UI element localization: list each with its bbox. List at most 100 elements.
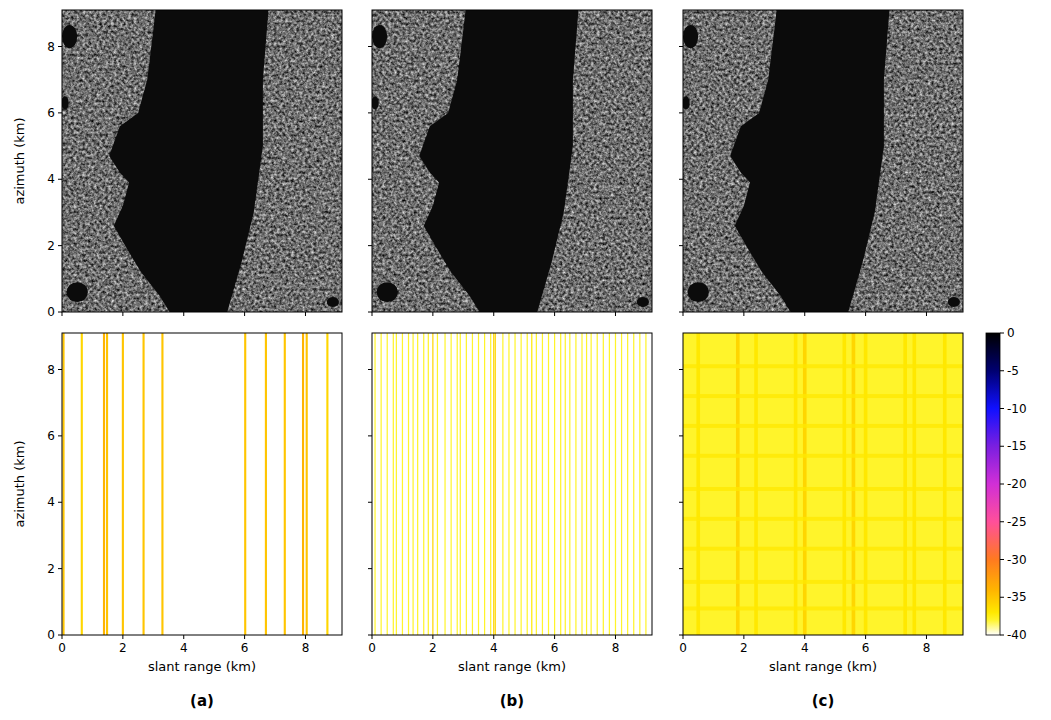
colorbar-tick <box>1000 597 1004 598</box>
heatmap-column <box>103 333 105 635</box>
x-tick <box>305 635 306 639</box>
heatmap-column <box>302 333 304 635</box>
heatmap-column <box>621 333 622 635</box>
heatmap-column <box>472 333 473 635</box>
x-tick-label: 4 <box>490 641 498 655</box>
colorbar-tick <box>1000 484 1004 485</box>
heatmap-column <box>514 333 515 635</box>
x-axis-title: slant range (km) <box>458 659 566 674</box>
lake <box>372 96 379 109</box>
heatmap-column <box>460 333 461 635</box>
colorbar-tick-label: -5 <box>1007 364 1019 378</box>
frame <box>372 10 652 312</box>
colorbar: 0-5-10-15-20-25-30-35-40 <box>986 326 1027 642</box>
x-tick <box>683 312 684 316</box>
heatmap-column <box>803 333 807 635</box>
heatmap-column <box>284 333 286 635</box>
plot-area <box>62 10 342 312</box>
heatmap-column <box>531 333 532 635</box>
heatmap-column <box>565 333 566 635</box>
x-tick <box>183 312 184 316</box>
heatmap-column <box>912 333 916 635</box>
x-tick <box>493 312 494 316</box>
colorbar-tick <box>1000 521 1004 522</box>
heatmap-column <box>548 333 549 635</box>
x-tick <box>865 312 866 316</box>
x-tick <box>615 312 616 316</box>
x-tick <box>122 312 123 316</box>
heatmap-column <box>381 333 382 635</box>
y-tick <box>368 112 372 113</box>
heatmap-column <box>754 333 758 635</box>
colorbar-tick-label: -30 <box>1007 553 1027 567</box>
plot-area <box>372 10 652 312</box>
x-tick-label: 0 <box>368 641 376 655</box>
heatmap-column <box>569 333 570 635</box>
y-tick-label: 8 <box>47 40 55 54</box>
lake <box>67 282 88 302</box>
heatmap-row <box>683 606 963 610</box>
x-tick-label: 6 <box>241 641 249 655</box>
y-tick <box>58 369 62 370</box>
heatmap-column <box>62 333 64 635</box>
x-tick-label: 2 <box>119 641 127 655</box>
y-tick <box>368 312 372 313</box>
heatmap-column <box>417 333 418 635</box>
heatmap-column <box>943 333 947 635</box>
heatmap-row <box>683 454 963 458</box>
x-tick-label: 8 <box>923 641 931 655</box>
x-axis-title: slant range (km) <box>148 659 256 674</box>
plot-area <box>372 333 652 635</box>
heatmap-column <box>560 333 561 635</box>
heatmap-column <box>852 333 856 635</box>
heatmap-column <box>143 333 145 635</box>
x-tick <box>122 635 123 639</box>
y-tick-label: 4 <box>47 495 55 509</box>
heatmap-column <box>696 333 700 635</box>
y-tick <box>368 46 372 47</box>
heatmap-column <box>627 333 628 635</box>
x-tick <box>432 312 433 316</box>
x-tick <box>804 312 805 316</box>
y-axis-title: azimuth (km) <box>12 117 27 204</box>
colorbar-tick <box>1000 635 1004 636</box>
y-tick <box>58 435 62 436</box>
y-tick <box>679 635 683 636</box>
figure: 02468azimuth (km)0246802468slant range (… <box>0 0 1051 720</box>
plot-area <box>62 333 342 635</box>
heatmap-column <box>493 333 494 635</box>
heatmap-panel: 02468slant range (km) <box>368 333 652 674</box>
colorbar-tick-label: -10 <box>1007 402 1027 416</box>
heatmap-column <box>903 333 907 635</box>
lake <box>62 96 69 109</box>
x-tick <box>493 635 494 639</box>
heatmap-row <box>683 517 963 521</box>
lake <box>683 25 698 48</box>
y-tick <box>368 635 372 636</box>
heatmap-column <box>484 333 485 635</box>
heatmap-row <box>683 394 963 398</box>
heatmap-column <box>495 333 496 635</box>
heatmap-column <box>402 333 403 635</box>
y-tick <box>679 312 683 313</box>
heatmap-column <box>478 333 479 635</box>
y-tick <box>679 502 683 503</box>
x-tick <box>926 312 927 316</box>
y-tick <box>679 245 683 246</box>
heatmap-background <box>62 333 342 635</box>
heatmap-column <box>466 333 467 635</box>
colorbar-scale <box>986 333 1000 635</box>
y-tick <box>368 568 372 569</box>
lake <box>688 282 709 302</box>
x-tick <box>554 635 555 639</box>
heatmap-column <box>374 333 375 635</box>
heatmap-column <box>457 333 458 635</box>
colorbar-tick <box>1000 446 1004 447</box>
heatmap-column <box>412 333 413 635</box>
colorbar-tick-label: -15 <box>1007 439 1027 453</box>
heatmap-column <box>161 333 163 635</box>
x-tick-label: 0 <box>679 641 687 655</box>
x-tick-label: 2 <box>429 641 437 655</box>
colorbar-tick-label: 0 <box>1007 326 1015 340</box>
heatmap-column <box>542 333 543 635</box>
